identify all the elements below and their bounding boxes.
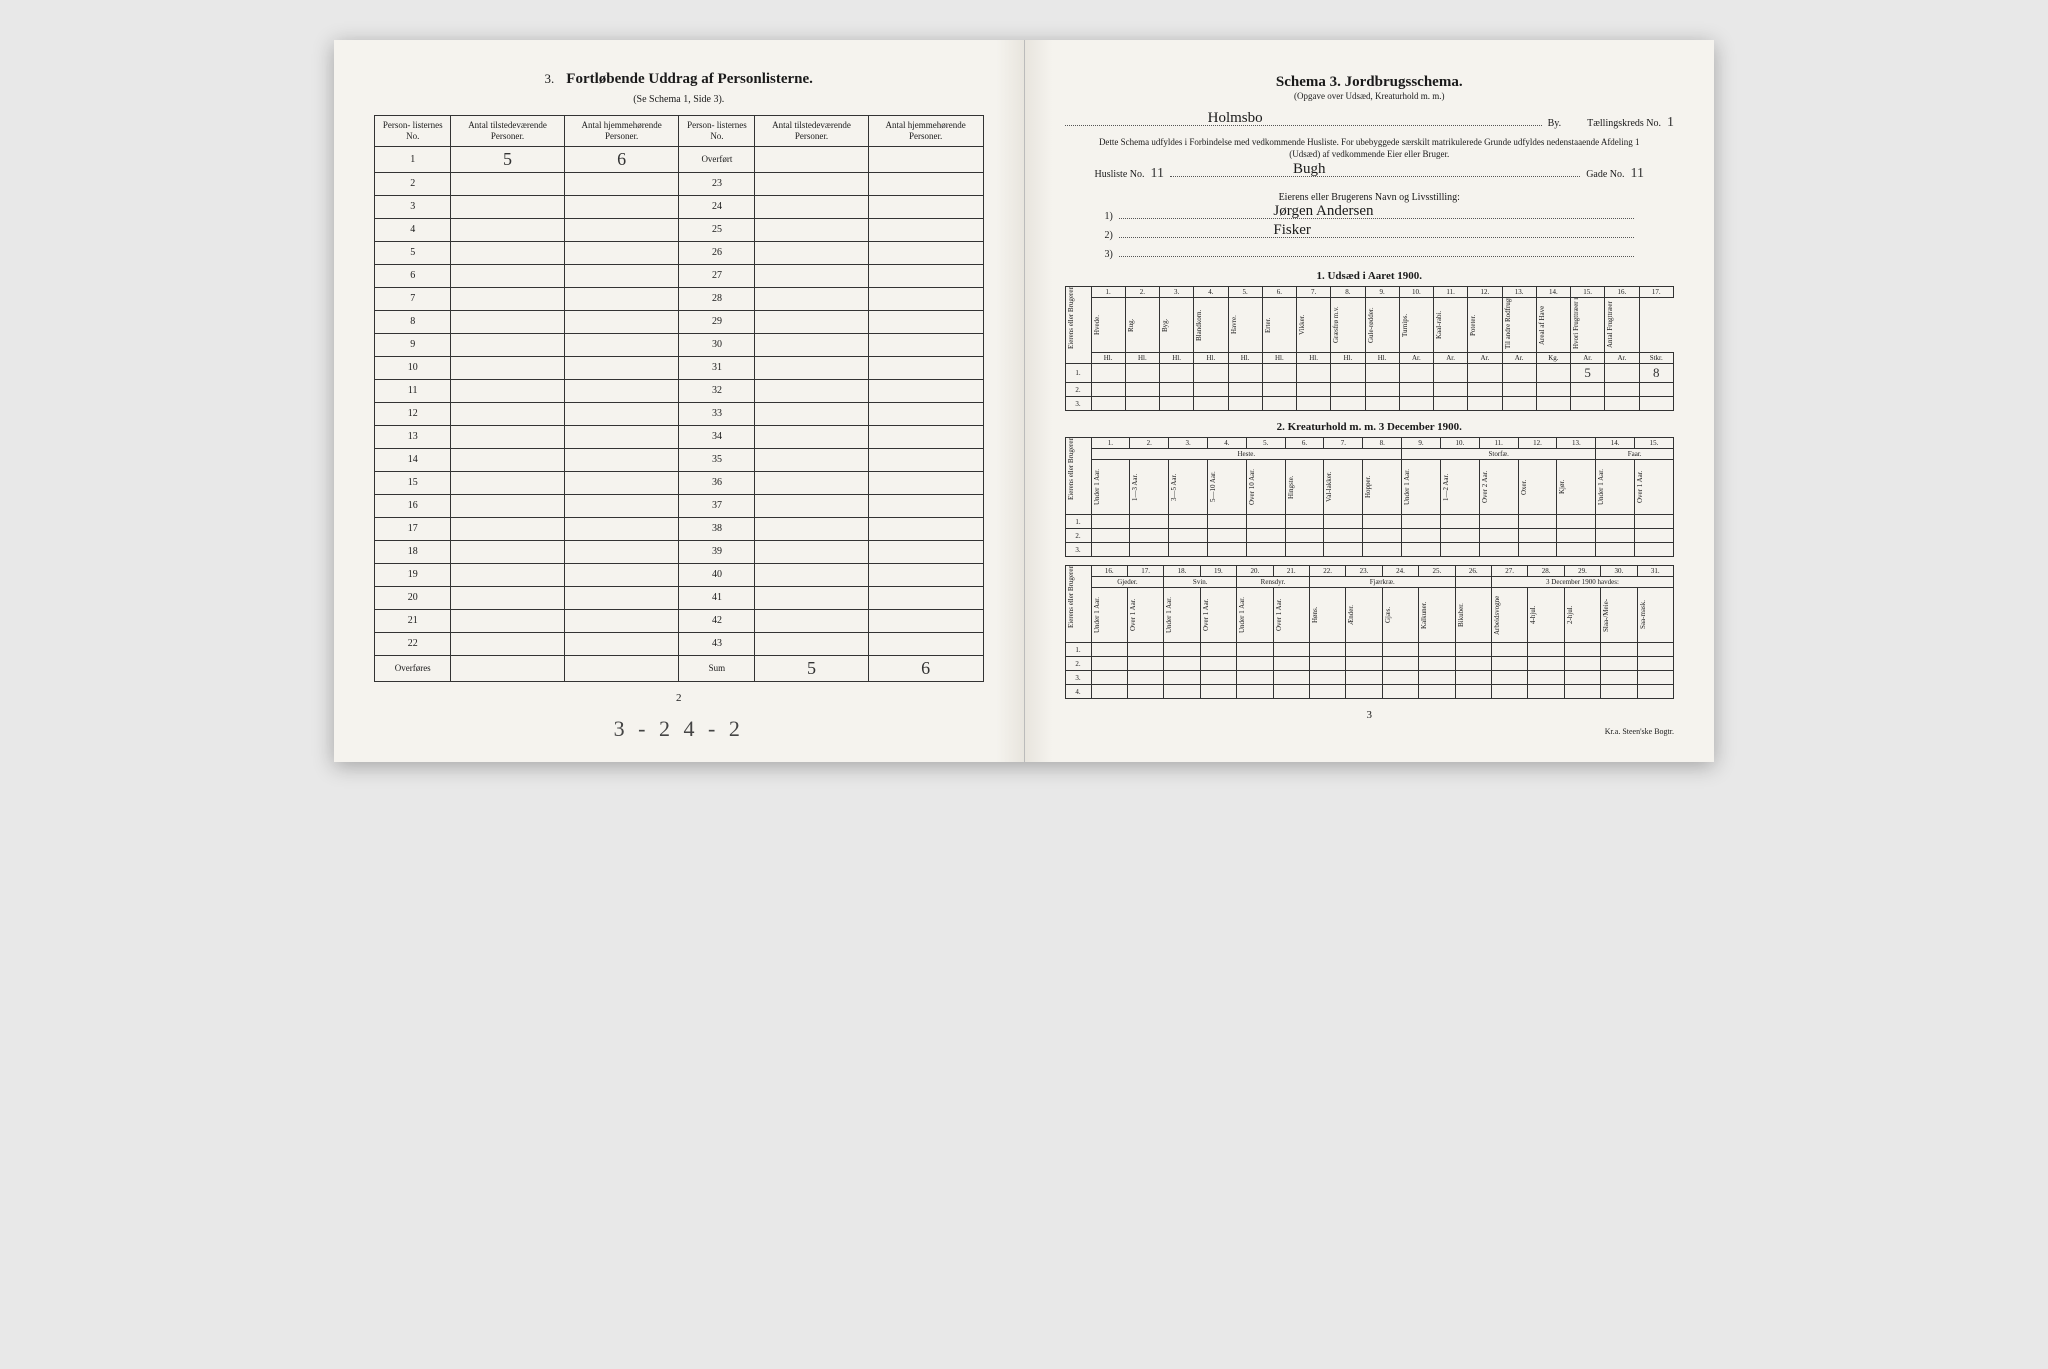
husliste-value: 11: [1151, 166, 1164, 182]
table-row: 526: [375, 241, 984, 264]
table-row: 1334: [375, 425, 984, 448]
intro-text: Dette Schema udfyldes i Forbindelse med …: [1095, 137, 1645, 160]
section2-table: Eierens eller Brugerens Numer.1.2.3.4.5.…: [1065, 437, 1675, 557]
left-title-row: 3. Fortløbende Uddrag af Personlisterne.: [374, 70, 984, 88]
table-row: 1233: [375, 402, 984, 425]
table-row: 1738: [375, 517, 984, 540]
right-page-number: 3: [1065, 709, 1675, 721]
table-row-sum: OverføresSum56: [375, 655, 984, 681]
table-row: 223: [375, 172, 984, 195]
th-col6: Antal hjemmehørende Personer.: [868, 116, 983, 147]
owner2-num: 2): [1105, 230, 1113, 241]
table-row: 1536: [375, 471, 984, 494]
table-row: 829: [375, 310, 984, 333]
section1-title: 1. Udsæd i Aaret 1900.: [1065, 270, 1675, 282]
gade-middle: Bugh: [1293, 161, 1326, 178]
table-row: 1940: [375, 563, 984, 586]
right-subtitle: (Opgave over Udsæd, Kreaturhold m. m.): [1065, 91, 1675, 101]
table-row: 728: [375, 287, 984, 310]
bottom-handwriting: 3 - 2 4 - 2: [374, 716, 984, 742]
gade-label: Gade No.: [1586, 169, 1624, 180]
owner1-num: 1): [1105, 211, 1113, 222]
th-col4: Person- listernes No.: [679, 116, 755, 147]
th-col2: Antal tilstedeværende Personer.: [451, 116, 564, 147]
owner1-value: Jørgen Andersen: [1273, 203, 1373, 220]
gade-value: 11: [1631, 166, 1644, 182]
owner3-num: 3): [1105, 249, 1113, 260]
husliste-label: Husliste No.: [1095, 169, 1145, 180]
th-col5: Antal tilstedeværende Personer.: [755, 116, 868, 147]
table-row: 156Overført: [375, 146, 984, 172]
table-row: 1132: [375, 379, 984, 402]
kreds-label: Tællingskreds No.: [1587, 118, 1661, 129]
owner-lines: 1)Jørgen Andersen 2)Fisker 3): [1105, 209, 1635, 260]
th-col3: Antal hjemmehørende Personer.: [564, 116, 679, 147]
left-title: Fortløbende Uddrag af Personlisterne.: [566, 71, 813, 87]
section1-table: Eierens eller Brugerens Numer.1.2.3.4.5.…: [1065, 286, 1675, 411]
right-title: Schema 3. Jordbrugsschema.: [1065, 74, 1675, 91]
table-row: 324: [375, 195, 984, 218]
husliste-row: Husliste No. 11 Bugh Gade No. 11: [1095, 166, 1645, 182]
section3-table: Eierens eller Brugerens Numer.16.17.18.1…: [1065, 565, 1675, 699]
left-section-number: 3.: [545, 71, 555, 86]
table-row: 2142: [375, 609, 984, 632]
left-page: 3. Fortløbende Uddrag af Personlisterne.…: [334, 40, 1025, 762]
by-row: Holmsbo By. Tællingskreds No. 1: [1065, 115, 1675, 131]
printer-credit: Kr.a. Steen'ske Bogtr.: [1065, 727, 1675, 736]
table-row: 627: [375, 264, 984, 287]
right-page: Schema 3. Jordbrugsschema. (Opgave over …: [1025, 40, 1715, 762]
table-header-row: Person- listernes No. Antal tilstedevære…: [375, 116, 984, 147]
table-row: 1031: [375, 356, 984, 379]
section2-title: 2. Kreaturhold m. m. 3 December 1900.: [1065, 421, 1675, 433]
by-label: By.: [1548, 118, 1562, 129]
th-col1: Person- listernes No.: [375, 116, 451, 147]
table-row: 2243: [375, 632, 984, 655]
table-row: 1435: [375, 448, 984, 471]
table-row: 930: [375, 333, 984, 356]
owner-heading: Eierens eller Brugerens Navn og Livsstil…: [1065, 192, 1675, 203]
kreds-value: 1: [1667, 115, 1674, 131]
book-spread: 3. Fortløbende Uddrag af Personlisterne.…: [334, 40, 1714, 762]
person-list-table: Person- listernes No. Antal tilstedevære…: [374, 115, 984, 682]
owner2-value: Fisker: [1273, 222, 1311, 239]
table-row: 1637: [375, 494, 984, 517]
by-value: Holmsbo: [1208, 110, 1263, 127]
table-row: 425: [375, 218, 984, 241]
table-row: 1839: [375, 540, 984, 563]
left-page-number: 2: [374, 692, 984, 704]
table-row: 2041: [375, 586, 984, 609]
left-subtitle: (Se Schema 1, Side 3).: [374, 94, 984, 105]
